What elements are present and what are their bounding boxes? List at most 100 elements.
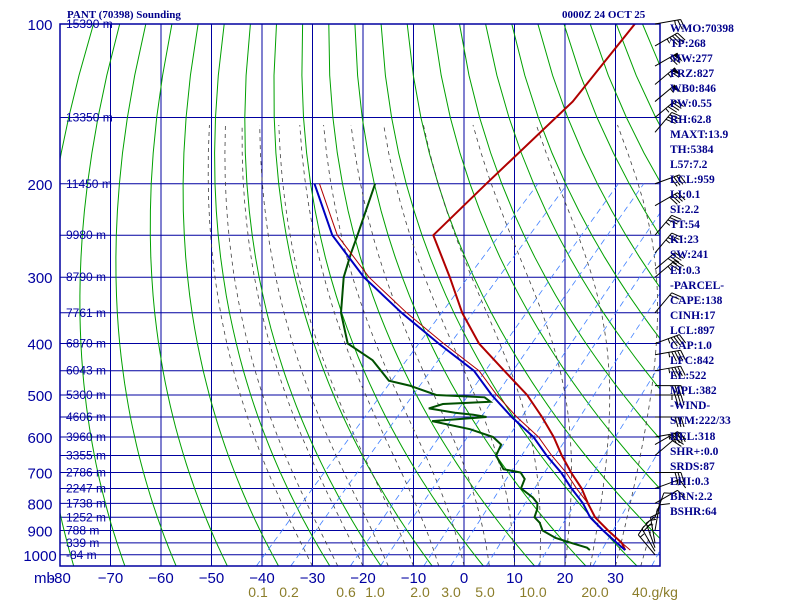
index-line: HEL:318 [670,430,716,443]
moist-adiabat [615,124,659,566]
dry-adiabat [79,24,126,566]
temperature-tick-label: 30 [607,570,624,587]
height-label: 1738 m [66,496,106,510]
indices-panel: WMO:70398 TP:268 MW:277 FRZ:827 WB0:846 PW:0.… [670,22,798,520]
height-label: 7761 m [66,306,106,320]
dry-adiabat [60,24,94,566]
wind-barb [655,385,685,396]
moist-adiabat [535,124,611,566]
height-label: 6043 m [66,364,106,378]
pressure-tick-label: 100 [27,17,52,34]
index-line: SI:2.2 [670,204,700,217]
index-line: BSHR:64 [670,506,717,518]
dry-adiabat [537,24,660,289]
wind-barb [654,52,683,67]
wind-barb [655,416,685,428]
height-label: 339 m [66,536,99,550]
height-label: 8790 m [66,270,106,284]
wind-barb [654,292,682,314]
index-line: -WIND- [670,400,711,413]
moist-adiabat [224,124,339,566]
index-line: LCL:959 [670,173,715,186]
index-line: TH:5384 [670,143,714,156]
dry-adiabat [244,24,382,566]
temperature-tick-label: −60 [148,570,173,587]
dry-adiabat [354,24,587,566]
index-line: TP:268 [670,38,706,51]
pressure-unit-label: mb [34,570,55,587]
height-label: 1252 m [66,510,106,524]
pressure-tick-label: 1000 [23,548,56,565]
index-line: SW:241 [670,249,709,262]
index-line: TT:54 [670,219,700,232]
parcel-trace [313,183,626,551]
temperature-tick-label: −30 [300,570,325,587]
temperature-tick-label: −10 [401,570,426,587]
dewpoint-trace [339,183,591,551]
wind-barb [637,525,656,556]
height-label: 3960 m [66,430,106,444]
mixing-ratio-line [485,292,660,566]
dry-adiabat [115,24,177,566]
mixing-ratio-label: 0.1 [248,584,268,600]
chart-title: PANT (70398) Sounding [67,9,181,21]
pressure-tick-label: 200 [27,177,52,194]
mixing-ratio-line [350,183,619,566]
wind-barb [655,472,685,483]
index-line: BRN:2.2 [670,490,713,503]
wind-barb [654,111,682,133]
dry-adiabat [214,24,331,566]
temperature-tick-label: 0 [460,570,468,587]
mixing-ratio-label: 0.6 [336,584,356,600]
height-label: 6870 m [66,337,106,351]
moist-adiabat [241,124,364,566]
wind-barb [654,100,684,118]
mixing-ratio-line [380,183,645,566]
index-line: EHI:0.3 [670,475,710,488]
moist-adiabat [259,124,389,566]
mixing-ratio-label: 10.0 [519,584,546,600]
dry-adiabat [328,24,535,566]
height-label: 2247 m [66,481,106,495]
index-line: LI:0.1 [670,189,701,202]
wind-barb [654,431,686,445]
mixing-ratio-label: 3.0 [441,584,461,600]
moist-adiabat [423,124,541,566]
pressure-tick-label: 400 [27,337,52,354]
pressure-tick-label: 300 [27,270,52,287]
virtual-parcel-trace [319,183,631,551]
temperature-tick-label: −70 [98,570,123,587]
index-line: EL:522 [670,370,707,383]
temperature-tick-label: 20 [557,570,574,587]
plot-frame [59,23,661,567]
index-line: KI:23 [670,234,699,247]
mixing-ratio-label: 40.g/kg [632,584,678,600]
height-label: -84 m [66,548,97,562]
wind-barb [654,32,686,47]
temperature-tick-label: -80 [49,570,71,587]
chart-datetime: 0000Z 24 OCT 25 [562,9,646,21]
wind-barb [654,18,686,30]
mixing-ratio-label: 2.0 [410,584,430,600]
moist-adiabat [323,124,465,566]
moist-adiabat [472,124,572,566]
index-line: RH:62.8 [670,113,712,126]
moist-adiabat [383,124,515,566]
height-label: 788 m [66,523,99,537]
mixing-ratio-line [256,183,539,566]
plot-area [60,24,660,566]
index-line: CAP:1.0 [670,339,712,352]
wind-barb [654,489,686,504]
index-line: MW:277 [670,53,713,66]
index-line: STM:222/33 [670,415,731,428]
wind-barb [654,174,687,187]
wind-barb [654,252,684,270]
index-line: CAPE:138 [670,294,723,307]
index-line: FRZ:827 [670,68,715,81]
mixing-ratio-label: 0.2 [279,584,299,600]
height-label: 3355 m [66,448,106,462]
pressure-tick-label: 700 [27,466,52,483]
wind-barb [654,84,682,102]
dry-adiabat [511,24,660,340]
